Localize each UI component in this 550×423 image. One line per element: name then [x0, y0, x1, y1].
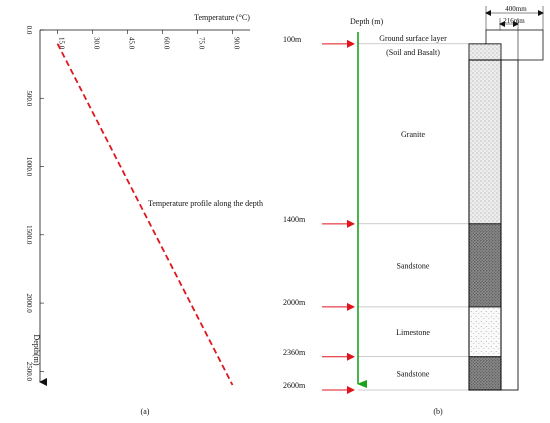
depth-marker-label: 100m — [283, 35, 302, 44]
caption-b: (b) — [433, 407, 443, 416]
profile-annotation: Temperature profile along the depth — [148, 199, 263, 208]
y-tick-label: 500.0 — [25, 90, 33, 106]
temperature-profile-line — [56, 43, 234, 386]
series-group — [56, 43, 234, 386]
depth-marker-label: 2600m — [283, 381, 306, 390]
x-tick-label: 30.0 — [93, 37, 101, 50]
depth-marker-label: 1400m — [283, 215, 306, 224]
y-tick-label: 2000.0 — [25, 293, 33, 313]
layer-label: Ground surface layer — [379, 34, 447, 43]
well-layer-fill — [468, 223, 502, 308]
well-layer-fill — [468, 356, 502, 391]
x-tick-label: 90.0 — [233, 37, 241, 50]
layer-label-group: Ground surface layer (Soil and Basalt) Gra… — [379, 34, 447, 378]
borehole-diagram: Depth (m) 400mm 216mm 100m 1400m 2000m 2360… — [283, 5, 544, 416]
y-tick-label: 2500.0 — [25, 362, 33, 382]
x-tick-label: 60.0 — [163, 37, 171, 50]
depth-marker-label: 2360m — [283, 348, 306, 357]
well-layer-fill — [468, 306, 502, 358]
depth-marker-group: 100m 1400m 2000m 2360m 2600m — [283, 35, 355, 394]
layer-label: Granite — [401, 130, 425, 139]
depth-title: Depth (m) — [350, 17, 383, 26]
y-tick-label: 1500.0 — [25, 225, 33, 245]
dim-inner-label: 216mm — [503, 17, 525, 25]
caption-a: (a) — [141, 407, 150, 416]
x-tick-label: 15.0 — [58, 37, 66, 50]
x-tick-group: 15.0 30.0 45.0 60.0 75.0 90.0 — [57, 30, 241, 50]
layer-label: Limestone — [396, 328, 430, 337]
y-axis-title: Depth(m) — [32, 334, 41, 365]
y-tick-label: 0.0 — [25, 26, 33, 35]
layer-label: Sandstone — [397, 261, 430, 270]
x-tick-label: 75.0 — [198, 37, 206, 50]
x-axis-title: Temperature (°C) — [194, 13, 250, 22]
temperature-depth-chart: Temperature (°C) 15.0 30.0 45.0 60.0 75.0 90.… — [25, 13, 263, 416]
well-layer-fill — [468, 43, 502, 225]
depth-marker-label: 2000m — [283, 298, 306, 307]
dim-outer-label: 400mm — [505, 5, 527, 13]
layer-sublabel: (Soil and Basalt) — [386, 48, 440, 57]
layer-boundaries — [358, 43, 469, 391]
y-tick-group: 0.0 500.0 1000.0 1500.0 2000.0 2500.0 — [25, 26, 44, 382]
y-tick-label: 1000.0 — [25, 157, 33, 177]
inner-pipe-outline — [468, 59, 502, 391]
layer-label: Sandstone — [397, 369, 430, 378]
well-fill-group — [468, 43, 502, 391]
x-tick-label: 45.0 — [128, 37, 136, 50]
